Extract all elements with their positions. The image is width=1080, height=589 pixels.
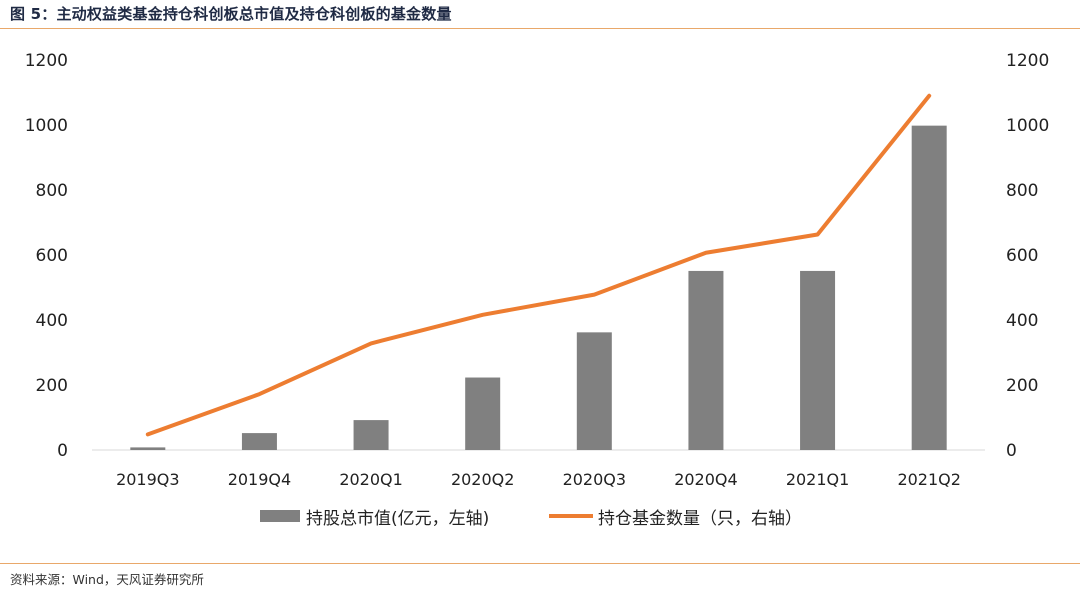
- left-tick-label: 200: [36, 376, 68, 396]
- left-axis-ticks: 0 200 400 600 800 1000 1200: [25, 51, 68, 461]
- left-tick-label: 0: [57, 441, 68, 461]
- right-tick-label: 600: [1006, 246, 1038, 266]
- chart-title: 图 5：主动权益类基金持仓科创板总市值及持仓科创板的基金数量: [10, 5, 452, 23]
- legend-bar-label: 持股总市值(亿元，左轴): [306, 509, 489, 529]
- left-tick-label: 400: [36, 311, 68, 331]
- bar-2019Q3: [130, 447, 166, 450]
- category-labels: 2019Q3 2019Q4 2020Q1 2020Q2 2020Q3 2020Q4 2021…: [116, 470, 961, 489]
- footer-divider: [0, 563, 1080, 564]
- category-label: 2019Q4: [228, 470, 292, 489]
- bar-2020Q2: [465, 377, 501, 450]
- right-tick-label: 400: [1006, 311, 1038, 331]
- bar-2019Q4: [241, 433, 277, 450]
- left-tick-label: 800: [36, 181, 68, 201]
- bar-2020Q4: [688, 270, 724, 450]
- category-label: 2020Q1: [339, 470, 403, 489]
- category-label: 2019Q3: [116, 470, 180, 489]
- category-label: 2020Q2: [451, 470, 515, 489]
- left-tick-label: 1000: [25, 116, 68, 136]
- bar-2021Q1: [800, 270, 836, 450]
- category-label: 2020Q3: [563, 470, 627, 489]
- legend: 持股总市值(亿元，左轴) 持仓基金数量（只，右轴）: [260, 509, 802, 529]
- right-tick-label: 1000: [1006, 116, 1049, 136]
- right-tick-label: 200: [1006, 376, 1038, 396]
- left-tick-label: 1200: [25, 51, 68, 71]
- line-series: [145, 93, 932, 437]
- right-tick-label: 0: [1006, 441, 1017, 461]
- bar-2020Q3: [576, 332, 612, 450]
- legend-bar-swatch: [260, 510, 300, 522]
- category-label: 2021Q1: [786, 470, 850, 489]
- right-tick-label: 800: [1006, 181, 1038, 201]
- legend-line-label: 持仓基金数量（只，右轴）: [598, 509, 802, 529]
- source-note: 资料来源：Wind，天风证券研究所: [10, 572, 204, 587]
- left-tick-label: 600: [36, 246, 68, 266]
- combo-chart: 0 200 400 600 800 1000 1200 0 200 400 600 800 1000 1…: [25, 51, 1050, 529]
- bar-series: [130, 125, 947, 451]
- category-label: 2020Q4: [674, 470, 738, 489]
- bar-2020Q1: [353, 420, 389, 450]
- bar-2021Q2: [911, 125, 947, 451]
- fund-count-line: [145, 93, 932, 437]
- right-tick-label: 1200: [1006, 51, 1049, 71]
- title-divider: [0, 28, 1080, 29]
- category-label: 2021Q2: [897, 470, 961, 489]
- right-axis-ticks: 0 200 400 600 800 1000 1200: [1006, 51, 1049, 461]
